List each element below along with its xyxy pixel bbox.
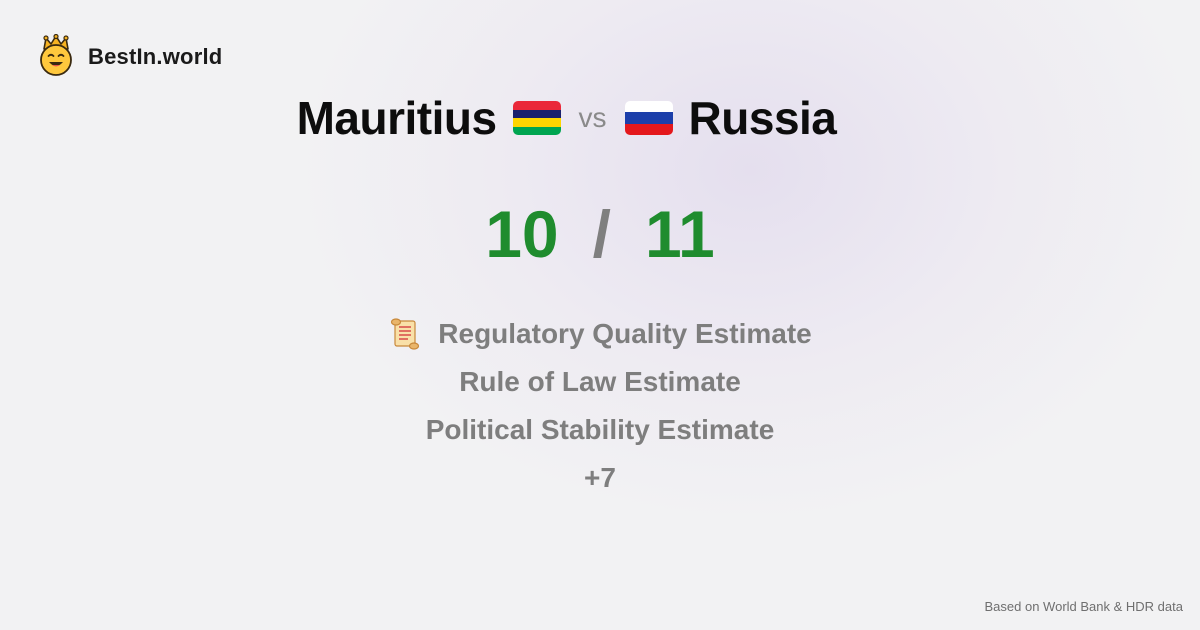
scroll-icon: [388, 317, 422, 351]
mauritius-flag-icon: [512, 101, 561, 135]
score-separator: /: [592, 197, 611, 271]
right-country-name[interactable]: Russia: [688, 92, 837, 144]
brand-name[interactable]: BestIn.world: [88, 44, 223, 69]
metric-label: Political Stability Estimate: [425, 414, 775, 445]
left-country-name[interactable]: Mauritius: [296, 92, 497, 144]
metric-item[interactable]: Regulatory Quality Estimate: [388, 310, 812, 358]
right-score: 11: [644, 197, 715, 271]
metric-label: Regulatory Quality Estimate: [438, 318, 812, 349]
left-score: 10: [485, 197, 559, 271]
score-row: 10 / 11: [0, 196, 1200, 272]
crowned-smiley-icon: [38, 33, 74, 81]
brand[interactable]: BestIn.world: [38, 33, 223, 81]
metric-item[interactable]: Political Stability Estimate: [426, 406, 775, 454]
data-source-footer: Based on World Bank & HDR data: [984, 599, 1183, 614]
russia-flag-icon: [624, 101, 673, 135]
more-metrics-count[interactable]: +7: [584, 462, 616, 493]
metrics-list: Regulatory Quality Estimate Rule of Law …: [0, 310, 1200, 502]
comparison-title: Mauritius vs Russia: [0, 88, 1133, 148]
metric-item[interactable]: Rule of Law Estimate: [459, 358, 741, 406]
vs-label: vs: [578, 102, 607, 133]
metric-label: Rule of Law Estimate: [459, 366, 741, 397]
